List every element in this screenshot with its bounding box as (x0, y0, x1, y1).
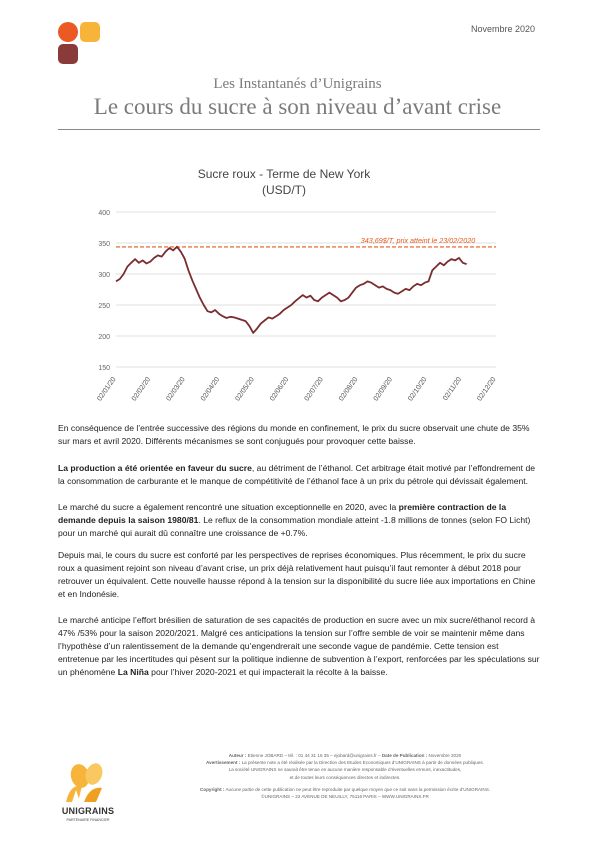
pub-label: Date de Publication : (381, 753, 428, 758)
paragraph-3-bold: première contraction de la demande depui… (58, 502, 507, 525)
x-tick-label: 02/09/20 (373, 376, 394, 402)
x-tick-label: 02/01/20 (96, 376, 117, 402)
logo-orange-circle (58, 22, 78, 42)
unigrains-mark-logo (58, 22, 100, 64)
y-tick-label: 400 (98, 210, 110, 217)
y-tick-label: 300 (98, 272, 110, 279)
x-tick-label: 02/04/20 (200, 376, 221, 402)
pub-text: Novembre 2020 (428, 753, 462, 758)
x-tick-label: 02/10/20 (407, 376, 428, 402)
brand-tagline: PARTENAIRE FINANCIER (66, 818, 110, 822)
brand-name: UNIGRAINS (61, 806, 115, 816)
author-text: Etienne JOBARD – tél. : 01 44 31 16 35 –… (247, 753, 381, 758)
x-tick-label: 02/07/20 (304, 376, 325, 402)
chart-title-line2: (USD/T) (262, 183, 306, 197)
x-tick-label: 02/08/20 (338, 376, 359, 402)
x-tick-label: 02/11/20 (442, 376, 463, 402)
chart-title: Sucre roux - Terme de New York (USD/T) (170, 166, 398, 198)
page-title: Le cours du sucre à son niveau d’avant c… (93, 94, 502, 119)
chart-title-line1: Sucre roux - Terme de New York (197, 167, 371, 181)
copyright-label: Copyright : (199, 786, 225, 792)
paragraph-4: Depuis mai, le cours du sucre est confor… (58, 549, 540, 601)
y-tick-label: 350 (98, 241, 110, 248)
reference-label: 343,69$/T, prix atteint le 23/02/2020 (361, 236, 475, 245)
x-tick-label: 02/12/20 (476, 376, 497, 402)
author-label: Auteur : (228, 753, 247, 758)
warning-label: Avertissement : (206, 760, 241, 766)
paragraph-1: En conséquence de l’entrée successive de… (58, 422, 540, 448)
publication-date: Novembre 2020 (470, 24, 535, 34)
footer: Auteur : Etienne JOBARD – tél. : 01 44 3… (130, 752, 560, 800)
x-tick-label: 02/05/20 (234, 376, 255, 402)
copyright-address: ©UNIGRAINS – 23 AVENUE DE NEUILLY, 75116… (261, 794, 429, 800)
paragraph-4-text: Depuis mai, le cours du sucre est confor… (58, 550, 536, 599)
y-tick-label: 150 (98, 365, 110, 372)
paragraph-5-start: Le marché anticipe l’effort brésilien de… (58, 615, 540, 677)
logo-yellow-square (80, 22, 100, 42)
y-tick-label: 250 (98, 303, 110, 310)
y-tick-label: 200 (98, 334, 110, 341)
warning-text-3: et de toutes leurs conséquences directes… (289, 774, 401, 780)
x-tick-label: 02/02/20 (131, 376, 152, 402)
paragraph-2-bold: La production a été orientée en faveur d… (58, 463, 252, 473)
sugar-price-chart: 150 200 250 300 350 400 02/01/20 02/02/20 02/03/… (96, 210, 497, 402)
x-tick-label: 02/06/20 (269, 376, 290, 402)
paragraph-5: Le marché anticipe l’effort brésilien de… (58, 614, 540, 679)
paragraph-3-end: . Le reflux de la consommation mondiale … (58, 515, 531, 538)
warning-text-1: La présente note a été réalisée par la D… (241, 760, 484, 766)
copyright-text: Aucune partie de cette publication ne pe… (225, 786, 491, 792)
series-title: Les Instantanés d’Unigrains (213, 76, 382, 92)
warning-text-2: La société UNIGRAINS ne saurait être ten… (228, 767, 462, 773)
paragraph-2: La production a été orientée en faveur d… (58, 462, 540, 488)
x-tick-label: 02/03/20 (165, 376, 186, 402)
logo-maroon-square (58, 44, 78, 64)
unigrains-logo-icon (66, 763, 103, 802)
paragraph-2-text: , au détriment de l’éthanol. Cet arbitra… (58, 463, 536, 486)
paragraph-5-bold: La Niña (117, 667, 149, 677)
paragraph-5-end: pour l’hiver 2020-2021 et qui impacterai… (148, 667, 388, 677)
paragraph-3: Le marché du sucre a également rencontré… (58, 501, 540, 540)
paragraph-3-start: Le marché du sucre a également rencontré… (58, 502, 399, 512)
price-series-line (115, 245, 467, 334)
paragraph-1-text: En conséquence de l’entrée successive de… (58, 423, 530, 446)
title-divider (58, 129, 540, 130)
